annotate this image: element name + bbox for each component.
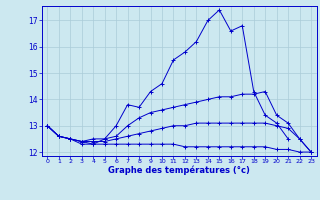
X-axis label: Graphe des températures (°c): Graphe des températures (°c) xyxy=(108,166,250,175)
